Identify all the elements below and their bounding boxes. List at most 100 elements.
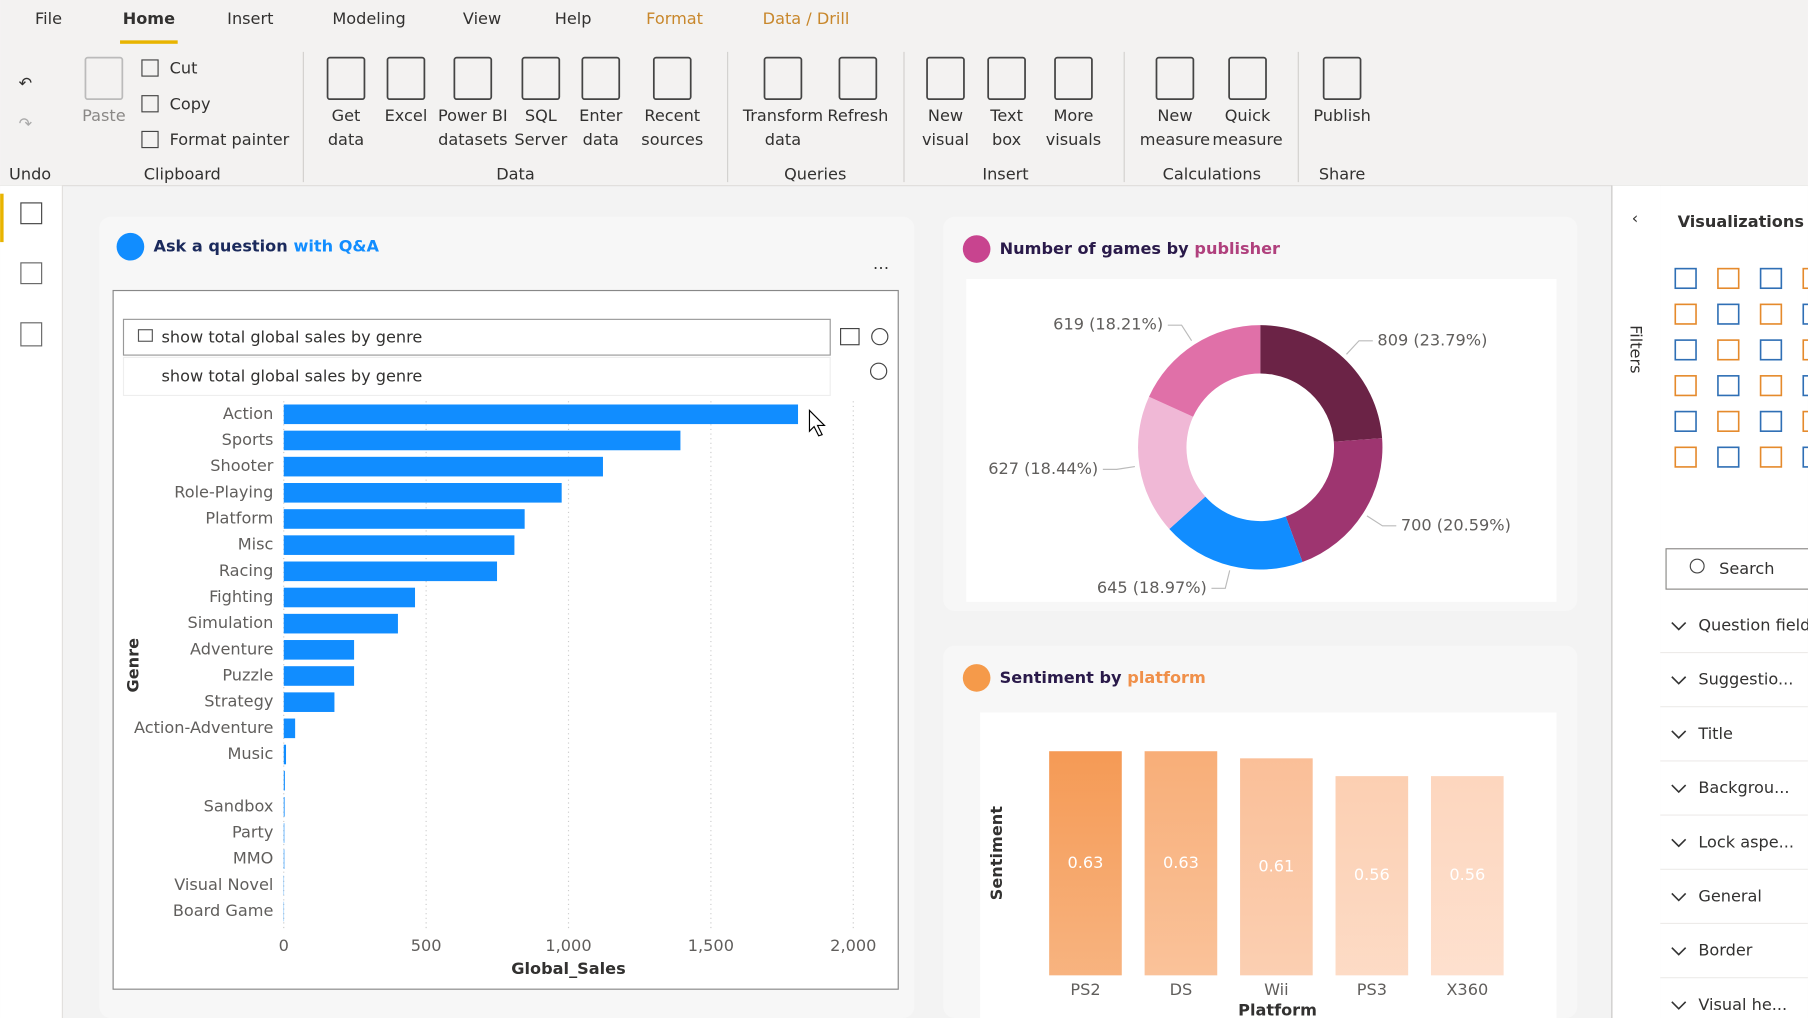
section-label[interactable]: Lock aspe...	[1698, 832, 1794, 851]
viz-icon[interactable]	[1717, 339, 1740, 361]
bar[interactable]	[1144, 751, 1218, 976]
bar[interactable]	[283, 561, 498, 582]
small-button-label[interactable]: Copy	[170, 94, 211, 113]
section-label[interactable]: General	[1698, 886, 1762, 905]
button-label[interactable]: Publish	[1313, 106, 1370, 125]
filters-label[interactable]: Filters	[1626, 325, 1645, 373]
bar[interactable]	[283, 535, 515, 555]
button-label[interactable]: measure	[1212, 130, 1282, 149]
bar[interactable]	[283, 849, 285, 869]
button-label[interactable]: More	[1053, 106, 1093, 125]
viz-icon[interactable]	[1802, 410, 1808, 432]
qa-input[interactable]	[122, 318, 831, 356]
bar[interactable]	[283, 770, 285, 791]
section-label[interactable]: Visual he...	[1698, 995, 1787, 1014]
model-icon[interactable]	[20, 322, 43, 347]
viz-icon[interactable]	[1674, 446, 1697, 468]
bar[interactable]	[283, 509, 525, 529]
bar[interactable]	[283, 744, 287, 765]
ribbon-tab[interactable]: Format	[646, 9, 703, 28]
bar[interactable]	[283, 718, 296, 739]
ribbon-tab[interactable]: Modeling	[332, 9, 405, 28]
section-label[interactable]: Border	[1698, 941, 1752, 960]
qa-info[interactable]	[869, 362, 888, 380]
qa-convert[interactable]	[840, 327, 860, 346]
button-label[interactable]: Refresh	[827, 106, 888, 125]
button-label[interactable]: sources	[641, 130, 703, 149]
data-icon[interactable]	[20, 262, 43, 285]
button-label[interactable]: Enter	[579, 106, 623, 125]
donut-slice[interactable]	[1169, 496, 1303, 570]
more-options[interactable]: ⋯	[873, 258, 889, 277]
qa-settings[interactable]	[871, 327, 889, 346]
button-label[interactable]: data	[765, 130, 801, 149]
viz-icon[interactable]	[1802, 375, 1808, 397]
button-label[interactable]: Server	[514, 130, 567, 149]
bar[interactable]	[283, 587, 416, 608]
viz-icon[interactable]	[1674, 303, 1697, 325]
viz-icon[interactable]	[1759, 339, 1783, 361]
section-label[interactable]: Title	[1697, 724, 1733, 743]
button-label[interactable]: SQL	[525, 106, 557, 125]
button-label[interactable]: Power BI	[438, 106, 508, 125]
viz-icon[interactable]	[1674, 410, 1697, 432]
ribbon-tab[interactable]: View	[463, 9, 501, 28]
viz-icon[interactable]	[1802, 267, 1808, 290]
button-label[interactable]: New	[928, 106, 963, 125]
button-label[interactable]: Get	[332, 106, 361, 125]
small-button-label[interactable]: Format painter	[170, 130, 290, 149]
donut-slice[interactable]	[1138, 396, 1206, 529]
bar[interactable]	[283, 666, 355, 686]
button-label[interactable]: New	[1157, 106, 1192, 125]
donut-slice[interactable]	[1285, 438, 1383, 562]
ribbon-tab[interactable]: File	[35, 9, 62, 28]
button-label[interactable]: visual	[922, 130, 969, 149]
collapse-icon[interactable]: ‹	[1632, 209, 1638, 228]
viz-icon[interactable]	[1717, 446, 1740, 468]
bar[interactable]	[1430, 776, 1504, 976]
undo-icon[interactable]: ↶	[19, 74, 33, 93]
button-label[interactable]: Paste	[82, 106, 126, 125]
viz-icon[interactable]	[1717, 410, 1740, 432]
bar[interactable]	[283, 430, 681, 451]
donut-slice[interactable]	[1149, 325, 1261, 417]
bar[interactable]	[283, 823, 285, 843]
ribbon-tab[interactable]: Data / Drill	[763, 9, 850, 28]
viz-icon[interactable]	[1717, 375, 1740, 397]
donut-slice[interactable]	[1260, 325, 1383, 442]
viz-icon[interactable]	[1674, 267, 1697, 290]
ribbon-tab[interactable]: Help	[555, 9, 592, 28]
viz-icon[interactable]	[1802, 303, 1808, 325]
button-label[interactable]: box	[992, 130, 1022, 149]
button-label[interactable]: Quick	[1225, 106, 1271, 125]
button-label[interactable]: measure	[1140, 130, 1210, 149]
viz-icon[interactable]	[1759, 446, 1783, 468]
bar[interactable]	[1335, 776, 1409, 976]
search-box[interactable]	[1665, 548, 1808, 590]
button-label[interactable]: Text	[989, 106, 1023, 125]
viz-icon[interactable]	[1674, 339, 1697, 361]
bar[interactable]	[283, 404, 799, 425]
button-label[interactable]: datasets	[438, 130, 507, 149]
section-label[interactable]: Suggestio...	[1698, 670, 1793, 689]
bar[interactable]	[283, 456, 603, 477]
ribbon-tab[interactable]: Insert	[227, 9, 273, 28]
viz-icon[interactable]	[1717, 267, 1740, 290]
bar[interactable]	[283, 692, 335, 712]
viz-icon[interactable]	[1759, 267, 1783, 290]
button-label[interactable]: Transform	[742, 106, 823, 125]
viz-icon[interactable]	[1759, 410, 1783, 432]
viz-icon[interactable]	[1802, 446, 1808, 468]
report-icon[interactable]	[20, 202, 43, 225]
bar[interactable]	[283, 640, 355, 660]
viz-icon[interactable]	[1759, 303, 1783, 325]
button-label[interactable]: Recent	[644, 106, 700, 125]
button-label[interactable]: data	[328, 130, 364, 149]
bar[interactable]	[1049, 751, 1122, 976]
bar[interactable]	[1240, 758, 1313, 976]
bar[interactable]	[283, 613, 398, 634]
ribbon-tab[interactable]: Home	[123, 9, 175, 28]
small-button-label[interactable]: Cut	[170, 59, 198, 78]
qa-query[interactable]: show total global sales by genre	[162, 327, 423, 346]
qa-suggestion[interactable]: show total global sales by genre	[162, 366, 423, 385]
